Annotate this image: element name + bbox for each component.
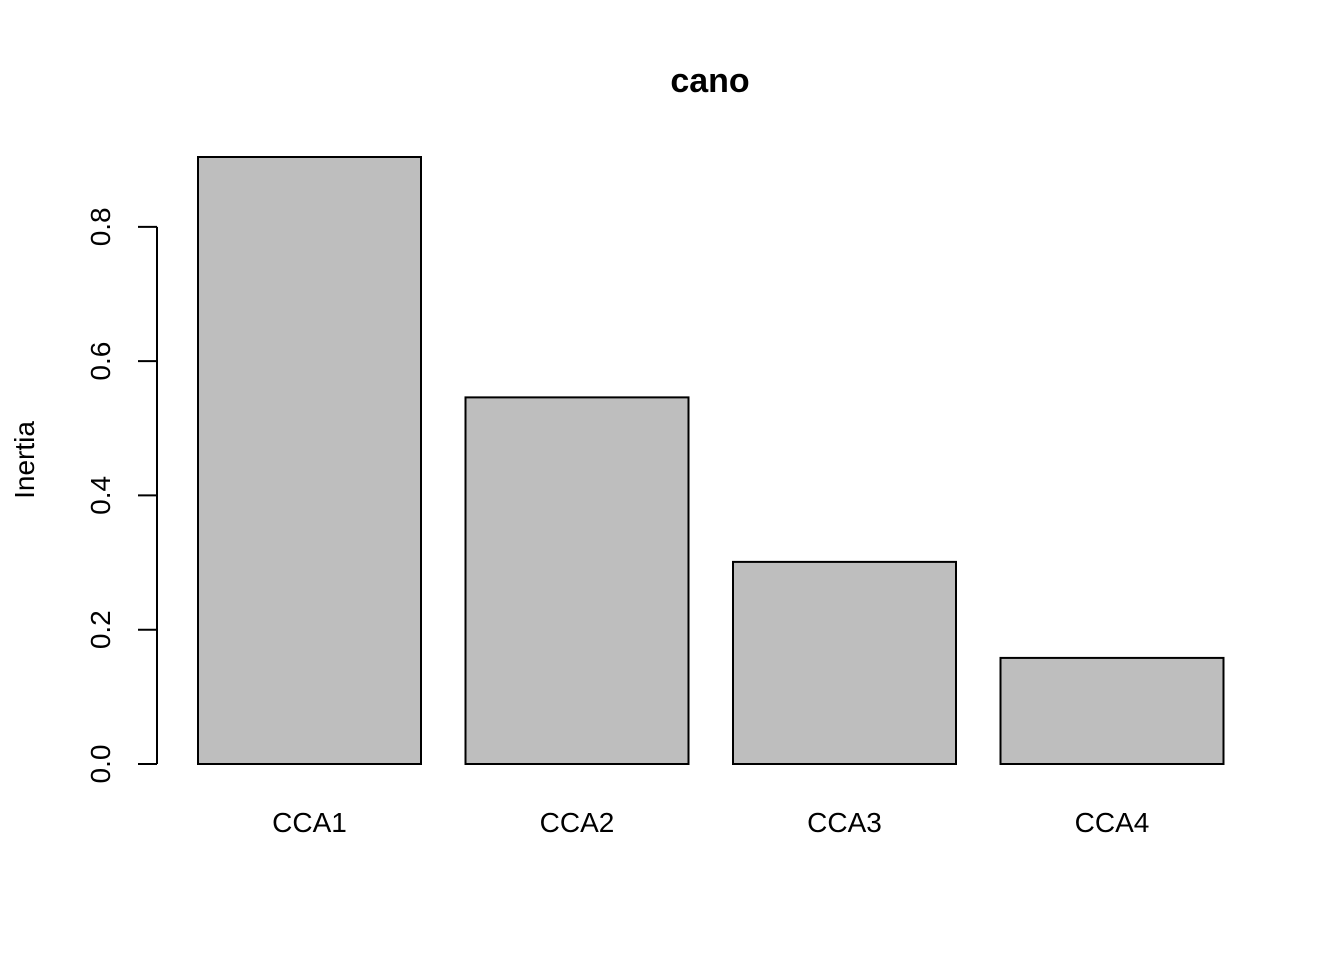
y-tick-label: 0.4 bbox=[85, 476, 116, 515]
y-tick-label: 0.6 bbox=[85, 342, 116, 381]
x-tick-label-cca1: CCA1 bbox=[272, 807, 347, 838]
x-tick-label-cca2: CCA2 bbox=[540, 807, 615, 838]
bar-cca3 bbox=[732, 560, 957, 766]
bar-cca2 bbox=[464, 396, 690, 765]
chart-title: cano bbox=[670, 62, 749, 100]
y-axis-label: Inertia bbox=[9, 421, 40, 499]
x-tick-label-cca3: CCA3 bbox=[807, 807, 882, 838]
bar-cca1 bbox=[197, 156, 422, 765]
bars-group bbox=[197, 156, 1225, 766]
y-axis: 0.0 0.2 0.4 0.6 0.8 bbox=[85, 207, 158, 784]
bar-cca4 bbox=[999, 656, 1225, 766]
x-axis-labels: CCA1 CCA2 CCA3 CCA4 bbox=[272, 807, 1149, 838]
y-tick-label: 0.2 bbox=[85, 610, 116, 649]
x-tick-label-cca4: CCA4 bbox=[1075, 807, 1150, 838]
y-tick-label: 0.0 bbox=[85, 745, 116, 784]
y-tick-label: 0.8 bbox=[85, 207, 116, 246]
